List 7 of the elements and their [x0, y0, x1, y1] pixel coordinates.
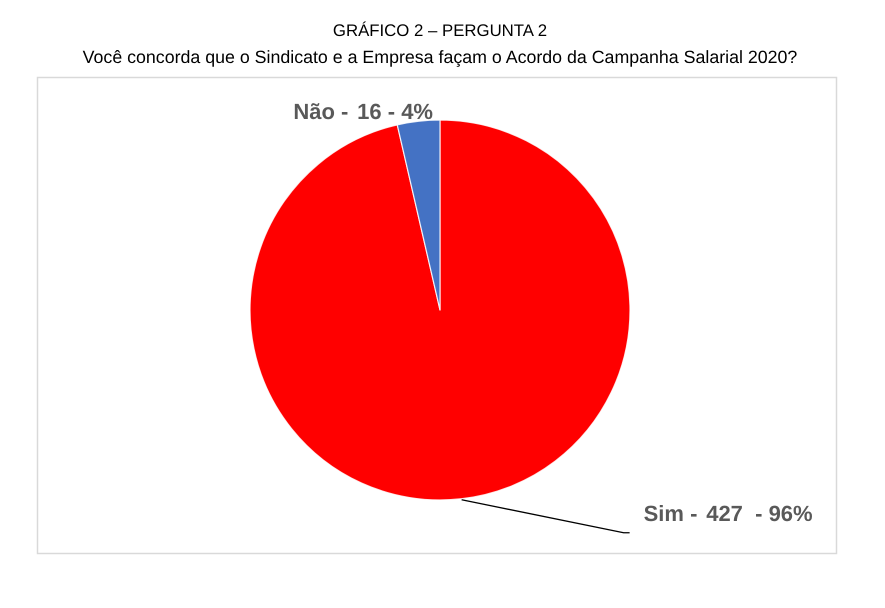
chart-title: GRÁFICO 2 – PERGUNTA 2: [332, 21, 548, 40]
data-label: 427 - 96%: [706, 500, 813, 526]
pie-slice: [250, 119, 631, 500]
chart-subtitle: Você concorda que o Sindicato e a Empresa façam o Acordo da Campanha Salarial 2020?: [82, 47, 798, 67]
slice-label: Sim -: [644, 500, 698, 526]
slice-label: Não -: [293, 99, 348, 124]
data-label: 16 - 4%: [357, 99, 434, 124]
